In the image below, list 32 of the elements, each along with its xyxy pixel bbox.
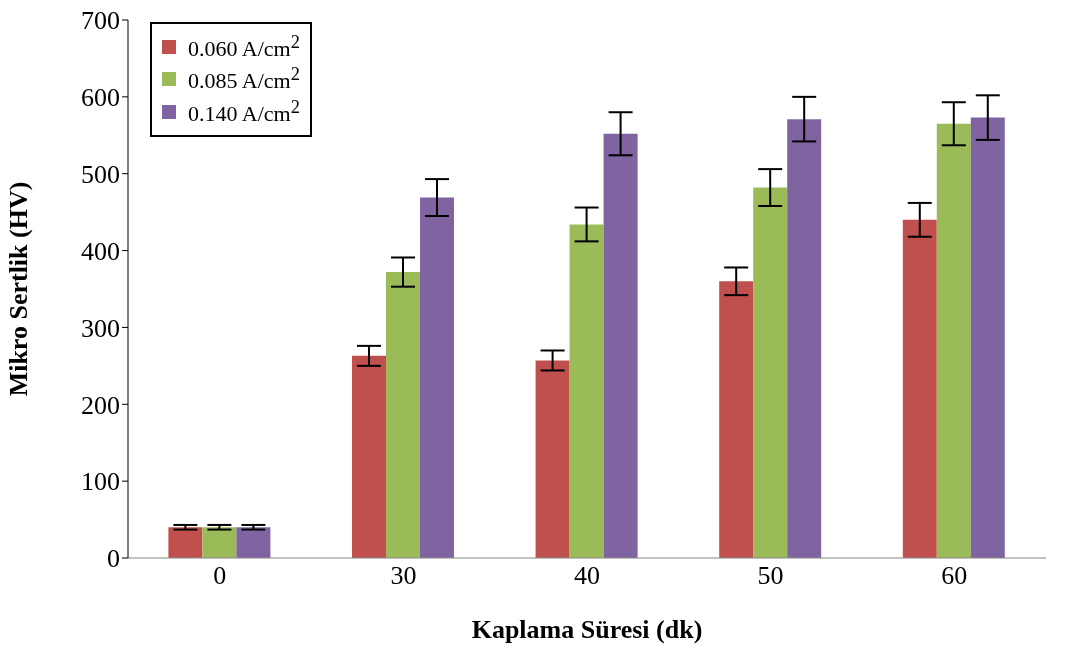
bar: [535, 360, 570, 558]
bar: [236, 527, 271, 558]
y-tick-label: 600: [81, 83, 120, 113]
x-tick-label: 60: [941, 561, 968, 591]
bar: [351, 355, 386, 558]
legend-label: 0.140 A/cm$^{2}$: [188, 96, 300, 127]
bar: [787, 119, 822, 558]
y-axis-title: Mikro Sertlik (HV): [4, 181, 34, 397]
bar: [753, 187, 788, 558]
legend-label: 0.085 A/cm$^{2}$: [188, 64, 300, 95]
bar: [385, 272, 420, 558]
y-tick-label: 300: [81, 313, 120, 343]
x-tick-label: 0: [213, 561, 227, 591]
bar: [603, 133, 638, 558]
bar: [202, 527, 237, 558]
x-axis-title: Kaplama Süresi (dk): [471, 615, 703, 644]
x-tick-label: 30: [390, 561, 417, 591]
y-tick-label: 200: [81, 390, 120, 420]
y-tick-label: 700: [81, 6, 120, 36]
legend-label: 0.060 A/cm$^{2}$: [188, 32, 300, 63]
x-tick-label: 40: [574, 561, 600, 591]
y-tick-label: 100: [81, 467, 120, 497]
bar: [936, 123, 971, 558]
bar: [168, 527, 203, 558]
y-tick-label: 500: [81, 159, 120, 189]
y-tick-label: 400: [81, 236, 120, 266]
bar: [970, 117, 1005, 558]
bar: [902, 219, 937, 558]
bar: [419, 197, 454, 558]
bar: [719, 281, 754, 558]
bar: [569, 224, 604, 558]
x-tick-label: 50: [757, 561, 784, 591]
